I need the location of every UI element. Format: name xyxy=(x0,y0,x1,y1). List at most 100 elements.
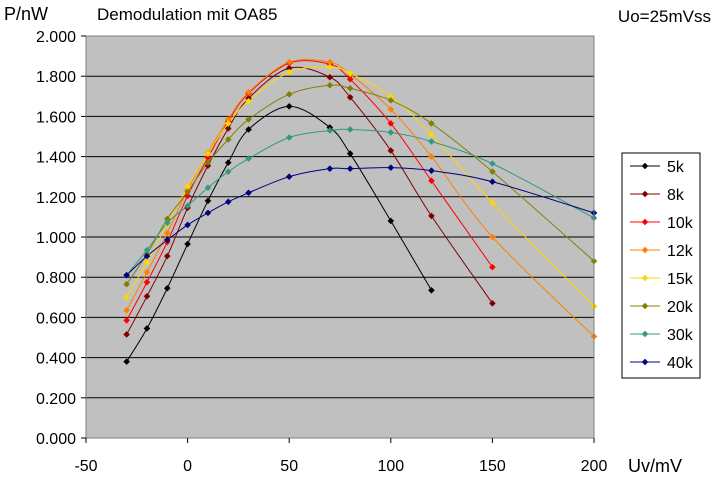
data-point-40k xyxy=(224,198,232,206)
y-axis-label: P/nW xyxy=(4,4,48,24)
x-tick-label: 50 xyxy=(280,458,298,475)
data-point-30k xyxy=(245,155,252,162)
legend-label-10k: 10k xyxy=(667,215,694,232)
data-point-15k xyxy=(143,258,151,266)
x-tick-label: 0 xyxy=(183,458,192,475)
data-point-40k xyxy=(326,165,334,172)
data-point-40k xyxy=(143,252,151,260)
data-point-10k xyxy=(143,278,151,286)
legend-marker-15k xyxy=(641,274,649,282)
data-point-5k xyxy=(224,159,232,166)
data-point-10k xyxy=(123,317,130,324)
data-point-20k xyxy=(123,280,130,288)
data-point-8k xyxy=(163,252,171,260)
legend-marker-30k xyxy=(641,330,649,338)
data-point-15k xyxy=(387,93,395,100)
data-point-15k xyxy=(123,294,130,301)
legend: 5k 8k 10k 12k 15k 20k 30k 40k xyxy=(621,152,701,379)
data-point-15k xyxy=(346,69,354,77)
data-point-40k xyxy=(123,271,130,279)
y-tick-label: 1.400 xyxy=(36,150,76,167)
data-point-20k xyxy=(204,159,212,166)
data-point-20k xyxy=(387,97,395,104)
data-point-15k xyxy=(184,183,191,191)
legend-marker-10k xyxy=(641,218,649,226)
data-point-30k xyxy=(387,129,395,136)
series-line-15k xyxy=(126,66,595,307)
series-markers xyxy=(123,58,598,365)
data-point-8k xyxy=(346,94,354,101)
x-tick-label: 150 xyxy=(479,458,506,475)
data-point-12k xyxy=(428,153,435,160)
data-point-8k xyxy=(326,73,334,81)
y-tick-label: 1.000 xyxy=(36,230,76,247)
y-tick-label: 0.600 xyxy=(36,310,76,327)
data-point-30k xyxy=(184,202,191,210)
data-point-10k xyxy=(387,120,395,127)
legend-marker-40k xyxy=(641,358,649,366)
data-point-8k xyxy=(387,147,395,154)
data-point-20k xyxy=(326,81,334,89)
x-axis-label: Uv/mV xyxy=(628,456,682,476)
chart-title: Demodulation mit OA85 xyxy=(97,5,277,24)
data-point-12k xyxy=(163,229,171,237)
x-axis-ticks: -50 0 50 100 150 200 xyxy=(74,438,607,475)
x-tick-label: 200 xyxy=(581,458,608,475)
data-point-12k xyxy=(326,58,334,66)
data-point-5k xyxy=(143,325,151,332)
data-point-8k xyxy=(285,64,293,72)
data-point-20k xyxy=(245,116,252,123)
y-tick-label: 0.400 xyxy=(36,351,76,368)
y-tick-label: 1.600 xyxy=(36,109,76,126)
data-point-15k xyxy=(224,120,232,127)
data-point-10k xyxy=(489,263,496,271)
legend-label-12k: 12k xyxy=(667,243,694,260)
legend-marker-5k xyxy=(641,162,649,170)
legend-marker-20k xyxy=(641,302,649,310)
data-point-20k xyxy=(428,120,435,127)
data-point-5k xyxy=(245,126,252,133)
data-point-30k xyxy=(163,219,171,227)
data-point-30k xyxy=(204,184,212,192)
data-point-15k xyxy=(326,63,334,71)
data-point-20k xyxy=(163,215,171,223)
legend-label-30k: 30k xyxy=(667,327,694,344)
legend-marker-12k xyxy=(641,246,649,254)
data-point-30k xyxy=(143,246,151,254)
legend-label-20k: 20k xyxy=(667,299,694,316)
data-point-30k xyxy=(285,134,293,141)
data-point-30k xyxy=(489,160,496,167)
y-axis-ticks: 0.000 0.200 0.400 0.600 0.800 1.000 1.200 1.400… xyxy=(36,29,86,448)
data-point-20k xyxy=(224,136,232,143)
data-point-20k xyxy=(489,168,496,175)
legend-marker-8k xyxy=(641,190,649,198)
x-tick-label: 100 xyxy=(377,458,404,475)
x-tick-label: -50 xyxy=(74,458,97,475)
data-point-8k xyxy=(143,292,151,300)
data-point-5k xyxy=(346,150,354,157)
data-point-40k xyxy=(489,178,496,186)
data-point-40k xyxy=(245,189,252,197)
data-point-12k xyxy=(489,233,496,241)
data-point-10k xyxy=(428,177,435,185)
data-point-12k xyxy=(285,58,293,66)
y-tick-label: 0.800 xyxy=(36,270,76,287)
condition-annotation: Uo=25mVss xyxy=(618,7,711,26)
legend-label-5k: 5k xyxy=(667,159,685,176)
data-point-12k xyxy=(123,307,130,314)
data-point-8k xyxy=(489,300,496,307)
data-point-15k xyxy=(285,68,293,76)
data-point-30k xyxy=(326,127,334,134)
legend-label-8k: 8k xyxy=(667,187,685,204)
data-point-40k xyxy=(204,209,212,217)
legend-label-40k: 40k xyxy=(667,355,694,372)
legend-box xyxy=(621,152,701,379)
data-point-40k xyxy=(285,173,293,180)
data-point-8k xyxy=(428,212,435,220)
data-point-30k xyxy=(346,126,354,133)
y-tick-label: 1.800 xyxy=(36,69,76,86)
data-point-5k xyxy=(163,284,171,292)
data-point-5k xyxy=(184,240,191,248)
data-point-40k xyxy=(163,236,171,244)
data-point-12k xyxy=(245,88,252,96)
